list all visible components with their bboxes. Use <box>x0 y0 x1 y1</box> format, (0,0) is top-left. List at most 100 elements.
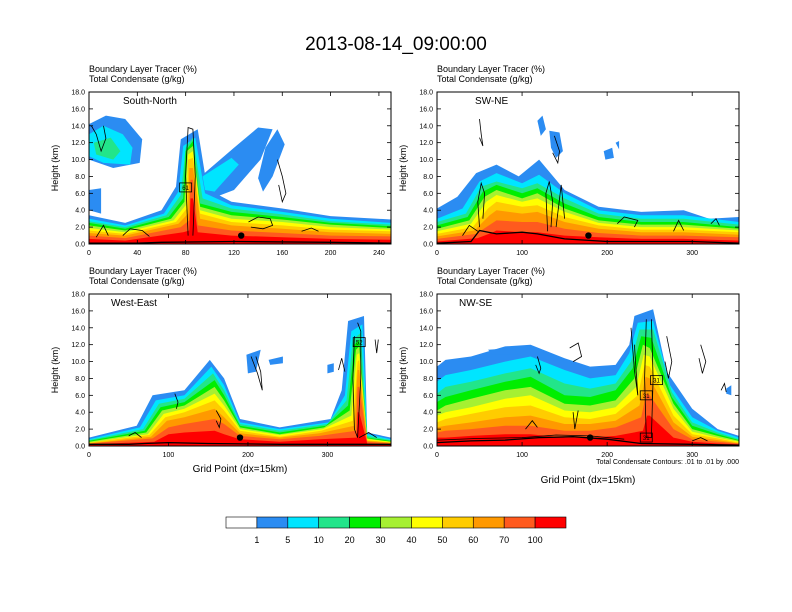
panel-header-line2: Total Condensate (g/kg) <box>437 276 533 286</box>
tracer-region-level-1 <box>268 356 283 365</box>
tracer-region-level-3 <box>93 137 121 160</box>
condensate-contour <box>437 434 625 441</box>
y-tick-label: 2.0 <box>423 225 433 232</box>
contour-label: 61 <box>182 186 189 192</box>
y-tick-label: 10.0 <box>419 157 433 164</box>
condensate-contour <box>525 420 538 430</box>
condensate-contour <box>352 322 362 438</box>
contour-footnote: Total Condensate Contours: .01 to .01 by… <box>596 459 739 466</box>
colorbar-label: 10 <box>314 535 324 545</box>
colorbar-label: 30 <box>376 535 386 545</box>
y-tick-label: 12.0 <box>419 140 433 147</box>
condensate-contour <box>644 319 654 439</box>
panel-nw-se: Boundary Layer Tracer (%) Total Condensa… <box>398 266 740 486</box>
terrain-line <box>437 229 739 244</box>
y-tick-label: 4.0 <box>423 410 433 417</box>
x-tick-label: 120 <box>228 250 240 257</box>
x-tick-label: 200 <box>242 452 254 459</box>
tracer-region-level-1 <box>327 363 334 374</box>
tracer-region-level-1 <box>258 129 285 192</box>
terrain-line <box>437 436 739 446</box>
contour-label-box <box>639 390 653 401</box>
condensate-contour <box>374 339 379 354</box>
x-tick-label: 240 <box>373 250 385 257</box>
condensate-contour <box>277 159 287 204</box>
y-tick-label: 18.0 <box>419 292 433 299</box>
panel-header-line1: Boundary Layer Tracer (%) <box>89 64 197 74</box>
y-tick-label: 6.0 <box>75 393 85 400</box>
colorbar-label: 100 <box>528 535 543 545</box>
tracer-region-level-8 <box>89 370 391 446</box>
condensate-contour <box>215 410 222 429</box>
condensate-contour <box>248 216 274 230</box>
x-tick-label: 100 <box>516 452 528 459</box>
panel-header-line1: Boundary Layer Tracer (%) <box>437 64 545 74</box>
x-tick-label: 0 <box>435 250 439 257</box>
y-tick-label: 14.0 <box>419 123 433 130</box>
plot-frame <box>88 293 392 447</box>
y-tick-label: 0.0 <box>75 242 85 249</box>
y-tick-label: 8.0 <box>423 174 433 181</box>
tracer-region-level-10 <box>437 415 739 446</box>
condensate-contour <box>673 219 685 232</box>
colorbar-swatch <box>287 516 320 529</box>
colorbar: 1 5 10 20 30 40 50 60 70 100 <box>225 516 567 545</box>
tracer-region-level-1 <box>726 385 732 396</box>
y-tick-label: 0.0 <box>75 444 85 451</box>
x-tick-label: 100 <box>163 452 175 459</box>
location-marker <box>236 434 244 441</box>
y-tick-label: 8.0 <box>75 376 85 383</box>
y-tick-label: 14.0 <box>419 325 433 332</box>
plot-frame <box>436 293 740 447</box>
x-tick-label: 0 <box>87 250 91 257</box>
condensate-contour <box>185 126 196 236</box>
tracer-region-level-10 <box>89 198 391 244</box>
panel-west-east: Boundary Layer Tracer (%) Total Condensa… <box>50 266 392 475</box>
colorbar-swatch <box>503 516 536 529</box>
y-tick-label: 16.0 <box>71 106 85 113</box>
y-axis-label: Height (km) <box>398 145 408 192</box>
y-tick-label: 12.0 <box>419 342 433 349</box>
condensate-contour <box>545 181 554 232</box>
y-tick-label: 18.0 <box>419 90 433 97</box>
x-axis-label: Grid Point (dx=15km) <box>541 475 636 486</box>
condensate-contour <box>479 118 484 147</box>
tracer-region-level-1 <box>488 348 519 355</box>
colorbar-label: 60 <box>468 535 478 545</box>
tracer-region-level-1 <box>246 349 261 374</box>
x-tick-label: 100 <box>516 250 528 257</box>
location-marker <box>238 232 245 239</box>
panel-label: West-East <box>111 298 157 309</box>
y-tick-label: 6.0 <box>423 393 433 400</box>
contour-label-box <box>179 182 193 193</box>
condensate-contour <box>301 227 319 232</box>
condensate-contour <box>250 356 263 391</box>
y-tick-label: 14.0 <box>71 325 85 332</box>
tracer-region-level-1 <box>615 141 620 150</box>
x-tick-label: 160 <box>276 250 288 257</box>
y-tick-label: 14.0 <box>71 123 85 130</box>
colorbar-label: 1 <box>254 535 259 545</box>
x-tick-label: 300 <box>686 250 698 257</box>
x-axis-label: Grid Point (dx=15km) <box>193 464 288 475</box>
y-tick-label: 2.0 <box>75 427 85 434</box>
panel-header-line1: Boundary Layer Tracer (%) <box>89 266 197 276</box>
x-tick-label: 0 <box>87 452 91 459</box>
condensate-contour <box>555 184 565 228</box>
y-tick-label: 12.0 <box>71 342 85 349</box>
tracer-region-level-9 <box>89 179 391 244</box>
contour-label: 31 <box>643 436 650 442</box>
y-axis-label: Height (km) <box>50 347 60 394</box>
tracer-region-level-2 <box>202 157 239 192</box>
y-tick-label: 6.0 <box>75 191 85 198</box>
colorbar-label: 40 <box>406 535 416 545</box>
colorbar-label: 70 <box>499 535 509 545</box>
y-tick-label: 16.0 <box>419 106 433 113</box>
colorbar-swatch <box>349 516 381 529</box>
condensate-contour <box>692 437 708 442</box>
colorbar-swatch <box>256 516 289 529</box>
colorbar-label: 20 <box>345 535 355 545</box>
panel-header-line2: Total Condensate (g/kg) <box>437 74 533 84</box>
colorbar-swatch <box>318 516 350 529</box>
